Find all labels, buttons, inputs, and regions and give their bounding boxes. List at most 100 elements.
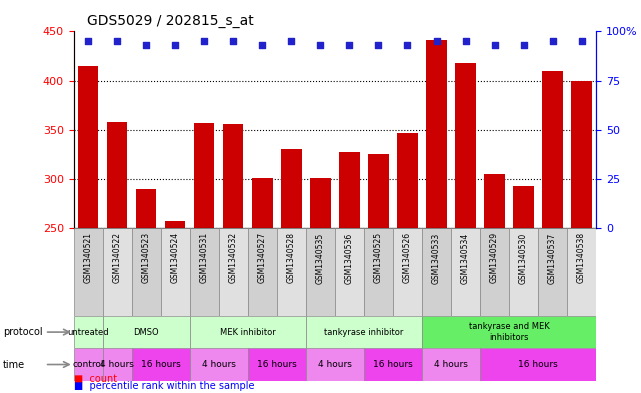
Bar <box>103 228 132 316</box>
Bar <box>422 316 596 348</box>
Text: GSM1340533: GSM1340533 <box>432 232 441 284</box>
Bar <box>422 228 451 316</box>
Bar <box>248 348 306 381</box>
Bar <box>277 228 306 316</box>
Text: GSM1340538: GSM1340538 <box>577 232 586 283</box>
Bar <box>194 123 215 228</box>
Bar <box>190 348 248 381</box>
Bar <box>190 316 306 348</box>
Point <box>431 38 442 44</box>
Bar <box>103 316 190 348</box>
Point <box>403 42 413 48</box>
Point <box>344 42 354 48</box>
Text: tankyrase inhibitor: tankyrase inhibitor <box>324 328 404 336</box>
Text: GSM1340529: GSM1340529 <box>490 232 499 283</box>
Point <box>519 42 529 48</box>
Bar <box>165 221 185 228</box>
Bar <box>136 189 156 228</box>
Bar <box>480 228 509 316</box>
Bar <box>480 348 596 381</box>
Point <box>287 38 297 44</box>
Bar <box>335 228 364 316</box>
Text: 4 hours: 4 hours <box>318 360 352 369</box>
Point <box>490 42 500 48</box>
Bar <box>538 228 567 316</box>
Text: 4 hours: 4 hours <box>100 360 134 369</box>
Bar <box>572 81 592 228</box>
Bar <box>451 228 480 316</box>
Text: GSM1340537: GSM1340537 <box>548 232 557 284</box>
Text: time: time <box>3 360 26 369</box>
Text: GSM1340535: GSM1340535 <box>316 232 325 284</box>
Text: 16 hours: 16 hours <box>518 360 558 369</box>
Bar <box>223 124 244 228</box>
Bar <box>306 316 422 348</box>
Text: GSM1340527: GSM1340527 <box>258 232 267 283</box>
Text: GSM1340531: GSM1340531 <box>200 232 209 283</box>
Bar <box>426 40 447 228</box>
Text: GSM1340532: GSM1340532 <box>229 232 238 283</box>
Bar <box>219 228 248 316</box>
Point <box>576 38 587 44</box>
Bar <box>78 66 98 228</box>
Text: GSM1340528: GSM1340528 <box>287 232 296 283</box>
Bar <box>310 178 331 228</box>
Bar <box>252 178 272 228</box>
Point <box>112 38 122 44</box>
Bar <box>397 133 418 228</box>
Bar <box>306 348 364 381</box>
Text: 16 hours: 16 hours <box>373 360 413 369</box>
Text: GSM1340521: GSM1340521 <box>84 232 93 283</box>
Bar <box>190 228 219 316</box>
Bar <box>364 228 393 316</box>
Text: untreated: untreated <box>67 328 109 336</box>
Text: GSM1340530: GSM1340530 <box>519 232 528 284</box>
Text: 16 hours: 16 hours <box>257 360 297 369</box>
Text: GSM1340524: GSM1340524 <box>171 232 179 283</box>
Point <box>547 38 558 44</box>
Text: tankyrase and MEK
inhibitors: tankyrase and MEK inhibitors <box>469 322 549 342</box>
Point <box>228 38 238 44</box>
Bar <box>567 228 596 316</box>
Bar <box>422 348 480 381</box>
Bar <box>339 152 360 228</box>
Bar <box>107 122 128 228</box>
Bar <box>281 149 301 228</box>
Bar <box>306 228 335 316</box>
Text: GSM1340522: GSM1340522 <box>113 232 122 283</box>
Text: 16 hours: 16 hours <box>141 360 181 369</box>
Text: ■  count: ■ count <box>74 375 117 384</box>
Point <box>315 42 326 48</box>
Bar <box>485 174 504 228</box>
Text: GSM1340536: GSM1340536 <box>345 232 354 284</box>
Text: GSM1340523: GSM1340523 <box>142 232 151 283</box>
Text: GSM1340526: GSM1340526 <box>403 232 412 283</box>
Point <box>257 42 267 48</box>
Bar <box>74 348 103 381</box>
Point <box>141 42 151 48</box>
Bar <box>509 228 538 316</box>
Text: DMSO: DMSO <box>133 328 159 336</box>
Point <box>199 38 210 44</box>
Bar <box>132 348 190 381</box>
Bar <box>369 154 388 228</box>
Bar <box>103 348 132 381</box>
Text: GDS5029 / 202815_s_at: GDS5029 / 202815_s_at <box>87 13 253 28</box>
Bar <box>248 228 277 316</box>
Bar <box>513 186 534 228</box>
Text: ■  percentile rank within the sample: ■ percentile rank within the sample <box>74 381 254 391</box>
Text: MEK inhibitor: MEK inhibitor <box>220 328 276 336</box>
Point <box>373 42 383 48</box>
Bar <box>455 63 476 228</box>
Bar <box>74 316 103 348</box>
Text: GSM1340525: GSM1340525 <box>374 232 383 283</box>
Text: control: control <box>72 360 104 369</box>
Bar <box>393 228 422 316</box>
Bar <box>161 228 190 316</box>
Point <box>83 38 94 44</box>
Text: protocol: protocol <box>3 327 43 337</box>
Bar <box>542 71 563 228</box>
Point <box>460 38 470 44</box>
Text: 4 hours: 4 hours <box>202 360 236 369</box>
Point <box>170 42 180 48</box>
